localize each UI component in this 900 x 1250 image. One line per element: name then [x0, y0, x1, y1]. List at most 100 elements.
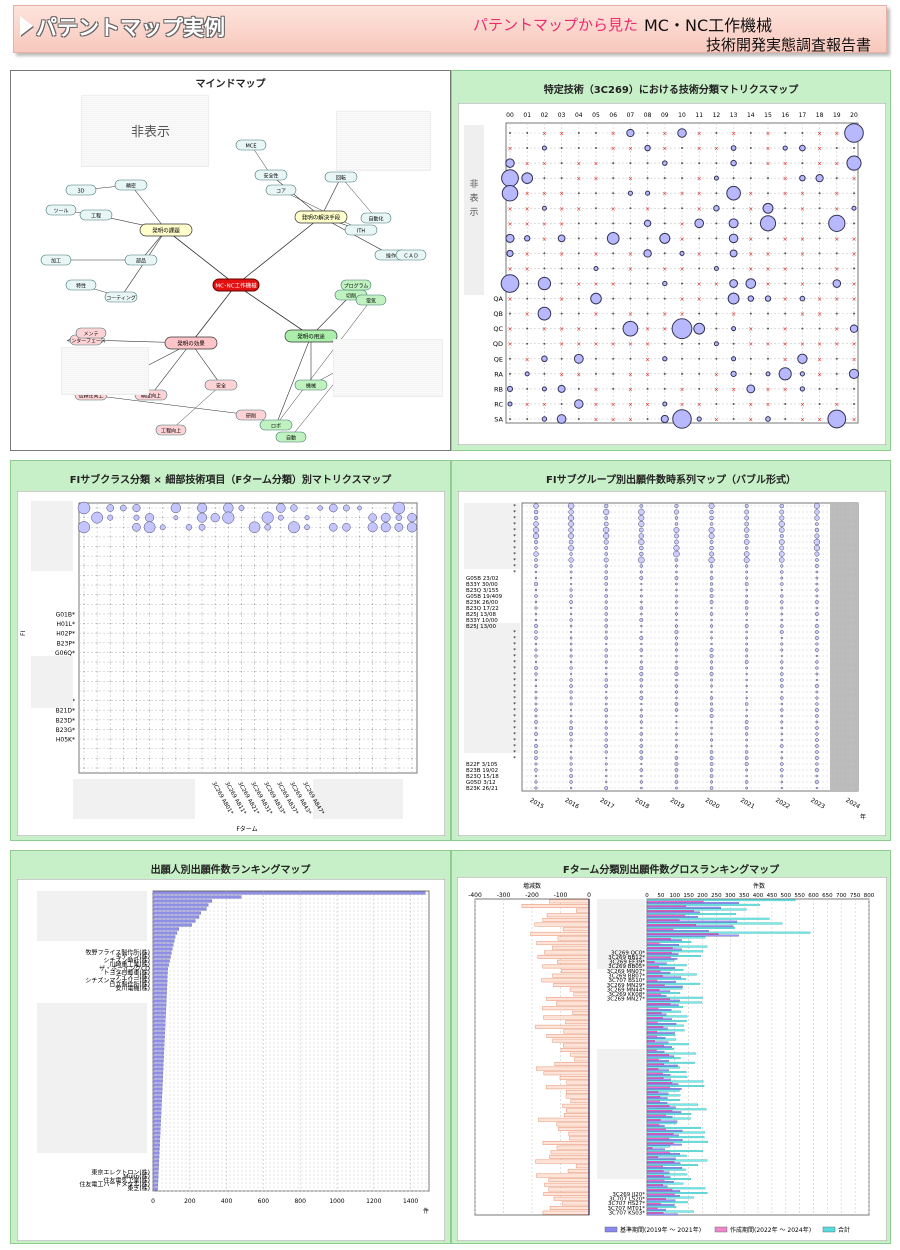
bubble [188, 757, 190, 759]
bubble [411, 603, 413, 605]
zero-mark: × [542, 326, 547, 333]
bubble [135, 574, 137, 576]
bubble [201, 757, 203, 759]
dot [853, 147, 855, 150]
bubble [201, 565, 203, 567]
bubble [385, 594, 387, 596]
bubble [83, 632, 85, 634]
dot [560, 357, 563, 360]
bubble [385, 748, 387, 750]
bubble [214, 603, 216, 605]
bubble [293, 536, 295, 538]
row-label: * [513, 726, 516, 732]
bubble [332, 594, 334, 596]
left-axis-label: 増減数 [523, 882, 541, 890]
dot [715, 327, 718, 330]
bubble [240, 574, 242, 576]
bubble [332, 517, 334, 519]
bubble [744, 726, 749, 730]
bubble [671, 318, 693, 340]
bar [152, 927, 179, 931]
bar-recent [646, 919, 680, 922]
bubble [359, 632, 361, 634]
bar-total [646, 945, 708, 948]
bar-recent [646, 1142, 674, 1145]
bar [152, 1079, 163, 1083]
bar-delta [550, 1150, 590, 1155]
bubble [254, 507, 256, 509]
mindmap-leaf [265, 184, 297, 196]
bubble [640, 708, 643, 712]
bubble [368, 513, 377, 522]
zero-mark: × [679, 311, 684, 318]
bubble [175, 719, 177, 721]
bubble [638, 520, 645, 528]
bubble [214, 546, 216, 548]
bubble [332, 536, 334, 538]
zero-mark: × [851, 251, 856, 258]
bubble [533, 539, 539, 545]
timeseries-chart: 2015 2016 2017 2018 2019 2020 2021 2022 2023 2024… [458, 491, 886, 836]
bubble [534, 678, 538, 682]
bubble [604, 624, 608, 628]
bubble [345, 623, 347, 625]
dot [646, 177, 649, 180]
zero-mark: × [611, 341, 616, 348]
bubble [603, 526, 610, 534]
bar-base [646, 1023, 677, 1025]
bubble [254, 661, 256, 663]
bubble [380, 522, 391, 533]
bubble [135, 632, 137, 634]
bar-recent [646, 984, 665, 987]
hidden-label: 非表示 [131, 125, 171, 140]
bubble [745, 618, 748, 622]
zero-mark: × [817, 131, 822, 138]
bubble [395, 514, 403, 521]
bubble [710, 780, 714, 784]
bubble [109, 738, 111, 740]
right-tick: 350 [739, 893, 750, 899]
bubble [524, 235, 531, 242]
bubble [227, 632, 229, 634]
mindmap-edge [235, 216, 322, 286]
bubble [293, 757, 295, 759]
bar-delta [560, 1048, 590, 1052]
bubble [534, 630, 538, 634]
bar-delta [552, 973, 590, 978]
bar-recent [646, 1026, 664, 1028]
bubble [293, 748, 295, 750]
zero-mark: × [817, 146, 822, 153]
bubble [533, 551, 539, 557]
bubble [227, 526, 229, 528]
bubble [693, 322, 706, 335]
bubble [240, 651, 242, 653]
zero-mark: × [525, 191, 530, 198]
bubble [227, 671, 229, 673]
legend-label: 合計 [838, 1226, 850, 1234]
dot [595, 132, 597, 134]
zero-mark: × [611, 417, 616, 424]
bubble [674, 503, 679, 509]
bubble [149, 623, 151, 625]
bubble [306, 728, 308, 730]
bar-total [646, 1140, 709, 1143]
bubble [306, 546, 308, 548]
hidden-area [31, 501, 73, 571]
zero-mark: × [525, 311, 530, 318]
bar [152, 907, 207, 911]
bubble [569, 720, 573, 724]
fterm-label: 3C707 KS03* [609, 1211, 646, 1217]
bubble [329, 503, 338, 513]
bubble [814, 533, 820, 539]
bubble [201, 661, 203, 663]
bubble [568, 521, 574, 527]
bar-base [646, 1088, 682, 1090]
bar-delta [554, 1062, 590, 1066]
bubble [677, 128, 687, 138]
bubble [713, 175, 719, 181]
bubble [359, 536, 361, 538]
bar-recent [646, 956, 671, 959]
zero-mark: × [834, 191, 839, 198]
hidden-area [336, 111, 431, 171]
bubble [132, 504, 141, 512]
